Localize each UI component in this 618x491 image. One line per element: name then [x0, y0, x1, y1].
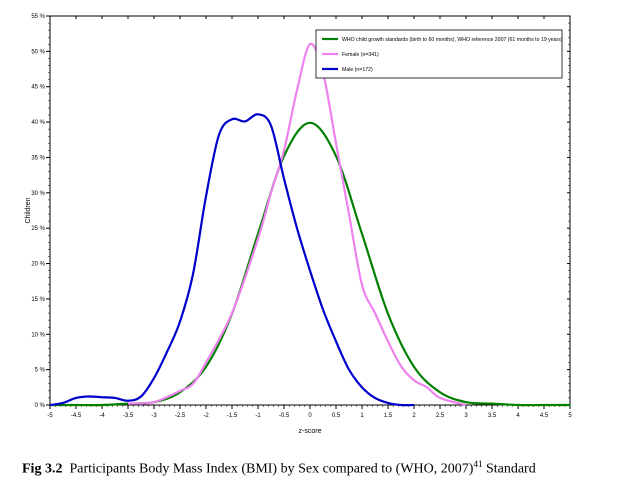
figure-caption: Fig 3.2 Participants Body Mass Index (BM…	[22, 459, 618, 478]
x-tick-label: -1.5	[227, 413, 238, 419]
y-tick-label: 0 %	[35, 403, 46, 409]
x-tick-label: -3	[151, 413, 157, 419]
x-tick-label: 3	[464, 413, 468, 419]
x-tick-label: 5	[568, 413, 572, 419]
y-tick-label: 45 %	[31, 85, 45, 91]
y-tick-label: 35 %	[31, 155, 45, 161]
x-tick-label: -2	[203, 413, 209, 419]
x-tick-label: 0.5	[332, 413, 341, 419]
x-tick-label: -5	[47, 413, 53, 419]
x-tick-label: 0	[308, 413, 312, 419]
legend-box	[315, 29, 563, 79]
x-tick-label: 4	[516, 413, 520, 419]
x-tick-label: -1	[255, 413, 261, 419]
x-tick-label: 4.5	[540, 413, 549, 419]
y-tick-label: 40 %	[31, 120, 45, 126]
y-tick-label: 15 %	[31, 297, 45, 303]
x-tick-label: 2	[412, 413, 416, 419]
x-tick-label: 2.5	[436, 413, 445, 419]
y-tick-label: 5 %	[35, 368, 46, 374]
x-tick-label: -2.5	[175, 413, 186, 419]
x-tick-label: 3.5	[488, 413, 497, 419]
x-tick-label: -4.5	[71, 413, 82, 419]
legend-label: Female (n=341)	[342, 52, 379, 58]
x-axis-label: z-score	[299, 428, 322, 435]
y-tick-label: 55 %	[31, 14, 45, 20]
caption-label: Fig 3.2	[22, 461, 63, 477]
y-axis-label: Children	[25, 197, 32, 223]
caption-text: Participants Body Mass Index (BMI) by Se…	[69, 461, 474, 477]
caption-tail: Standard	[485, 461, 536, 477]
x-tick-label: 1.5	[384, 413, 393, 419]
x-tick-label: -0.5	[279, 413, 290, 419]
y-tick-label: 50 %	[31, 49, 45, 55]
y-tick-label: 10 %	[31, 332, 45, 338]
caption-superscript: 41	[473, 459, 483, 469]
x-tick-label: -3.5	[123, 413, 134, 419]
plot-frame	[49, 15, 571, 406]
legend-label: Male (n=172)	[342, 67, 373, 73]
x-tick-label: 1	[360, 413, 364, 419]
y-tick-label: 30 %	[31, 191, 45, 197]
legend-label: WHO child growth standards (birth to 60 …	[342, 37, 563, 43]
male-line	[49, 113, 415, 407]
y-tick-label: 20 %	[31, 262, 45, 268]
x-tick-label: -4	[99, 413, 105, 419]
y-tick-label: 25 %	[31, 226, 45, 232]
